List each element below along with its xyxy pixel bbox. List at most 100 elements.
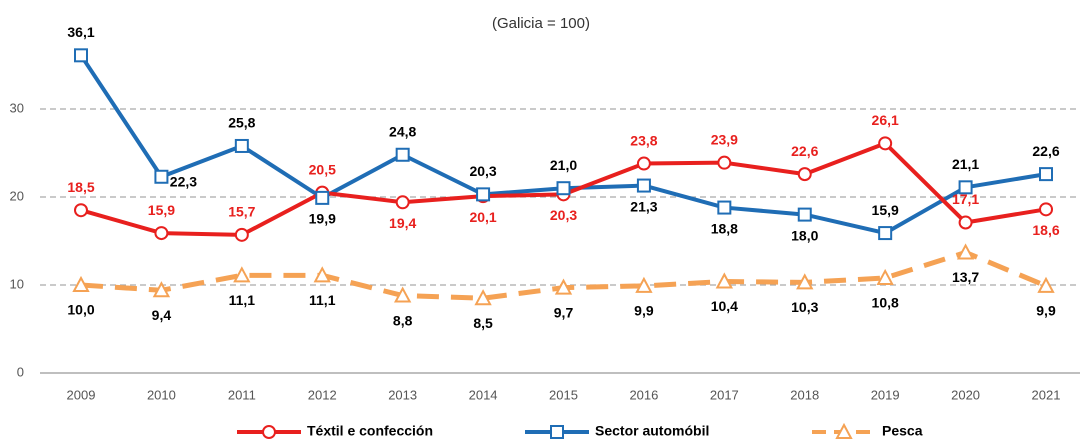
y-tick-label: 0: [17, 364, 24, 379]
data-point: [556, 181, 571, 196]
data-point: [1039, 202, 1053, 217]
legend-label: Pesca: [882, 423, 923, 439]
data-point: [154, 169, 169, 184]
data-point: [876, 268, 894, 285]
data-label: 20,1: [469, 209, 496, 225]
data-point: [958, 180, 973, 195]
data-label: 24,8: [389, 123, 416, 139]
data-label: 11,1: [229, 292, 256, 308]
data-label: 9,9: [634, 303, 654, 319]
data-label: 20,5: [309, 161, 336, 177]
data-point: [878, 136, 893, 151]
legend-marker: [262, 425, 276, 439]
data-point: [152, 281, 171, 298]
data-label: 21,3: [630, 198, 657, 214]
data-point: [635, 276, 653, 293]
data-point: [393, 286, 412, 303]
x-tick-label: 2014: [469, 387, 498, 402]
data-label: 10,0: [67, 302, 94, 318]
data-label: 26,1: [872, 112, 899, 128]
data-point: [74, 48, 88, 63]
data-label: 18,0: [791, 227, 818, 243]
data-point: [72, 275, 90, 292]
chart-title: (Galicia = 100): [492, 15, 590, 32]
data-point: [797, 167, 812, 182]
data-label: 19,9: [309, 211, 336, 227]
data-point: [636, 178, 651, 193]
data-label: 20,3: [550, 207, 577, 223]
data-label: 21,1: [952, 156, 979, 172]
y-tick-label: 10: [10, 276, 24, 291]
data-point: [74, 203, 88, 218]
x-tick-label: 2010: [147, 387, 176, 402]
data-label: 22,3: [170, 173, 197, 189]
data-label: 10,8: [872, 295, 899, 311]
data-label: 20,3: [469, 163, 496, 179]
data-point: [554, 278, 573, 295]
data-label: 22,6: [791, 143, 818, 159]
data-label: 8,8: [393, 312, 413, 328]
data-label: 15,9: [872, 202, 899, 218]
y-tick-label: 20: [10, 188, 24, 203]
data-label: 18,6: [1032, 222, 1059, 238]
x-tick-label: 2011: [228, 387, 256, 402]
data-point: [154, 226, 169, 241]
data-point: [715, 272, 734, 289]
data-point: [234, 227, 249, 242]
data-point: [956, 243, 975, 260]
data-point: [717, 200, 732, 215]
data-point: [878, 226, 893, 241]
data-point: [1039, 167, 1053, 182]
legend-label: Téxtil e confección: [307, 423, 433, 439]
data-label: 9,7: [554, 304, 574, 320]
data-point: [474, 289, 492, 306]
data-label: 15,9: [148, 202, 175, 218]
data-label: 13,7: [952, 269, 979, 285]
data-label: 15,7: [228, 204, 255, 220]
x-tick-label: 2015: [549, 387, 578, 402]
x-tick-label: 2009: [67, 387, 96, 402]
data-point: [395, 147, 410, 162]
legend-marker: [835, 422, 853, 439]
x-tick-label: 2012: [308, 387, 337, 402]
data-label: 25,8: [228, 115, 255, 131]
x-tick-label: 2018: [790, 387, 819, 402]
x-tick-label: 2020: [951, 387, 980, 402]
data-point: [796, 273, 814, 290]
data-label: 36,1: [67, 24, 94, 40]
data-label: 19,4: [389, 215, 416, 231]
data-point: [476, 187, 491, 202]
legend-marker: [550, 425, 564, 439]
data-point: [717, 155, 732, 170]
data-label: 22,6: [1032, 143, 1059, 159]
data-point: [234, 138, 249, 153]
data-label: 9,9: [1036, 303, 1056, 319]
data-label: 21,0: [550, 157, 577, 173]
data-label: 17,1: [952, 191, 979, 207]
x-tick-label: 2019: [871, 387, 900, 402]
data-label: 10,3: [791, 299, 818, 315]
data-point: [395, 195, 410, 210]
data-label: 11,1: [309, 292, 336, 308]
data-label: 23,9: [711, 131, 738, 147]
y-tick-label: 30: [10, 100, 24, 115]
data-point: [1037, 276, 1055, 293]
data-point: [958, 215, 973, 230]
x-tick-label: 2021: [1032, 387, 1061, 402]
data-label: 23,8: [630, 132, 657, 148]
data-point: [315, 190, 330, 205]
x-tick-label: 2017: [710, 387, 739, 402]
data-label: 9,4: [152, 307, 172, 323]
x-tick-label: 2013: [388, 387, 417, 402]
data-point: [636, 156, 651, 171]
data-point: [313, 266, 331, 283]
data-label: 8,5: [473, 315, 493, 331]
data-label: 18,8: [711, 220, 738, 236]
x-tick-label: 2016: [629, 387, 658, 402]
legend-label: Sector automóbil: [595, 423, 709, 439]
data-point: [797, 207, 812, 222]
data-label: 10,4: [711, 298, 738, 314]
data-label: 18,5: [67, 179, 94, 195]
data-point: [233, 266, 251, 283]
